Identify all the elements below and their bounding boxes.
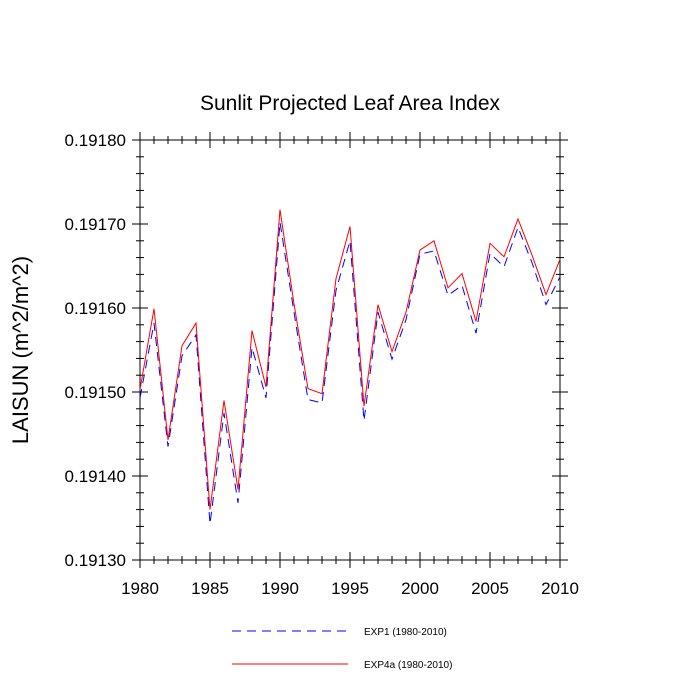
y-tick-label: 0.19150 (65, 383, 126, 402)
y-tick-label: 0.19130 (65, 551, 126, 570)
series-line-exp4a (139, 209, 561, 510)
legend-label: EXP4a (1980-2010) (364, 660, 452, 671)
series-group (139, 209, 561, 524)
axis-ticks (132, 132, 568, 568)
y-tick-label: 0.19160 (65, 299, 126, 318)
chart-title: Sunlit Projected Leaf Area Index (200, 92, 501, 115)
x-tick-label: 2005 (471, 579, 509, 598)
y-tick-label: 0.19180 (65, 131, 126, 150)
x-tick-label: 1985 (191, 579, 229, 598)
series-line-exp1 (139, 222, 561, 524)
x-tick-label: 2010 (541, 579, 579, 598)
legend: EXP1 (1980-2010) EXP4a (1980-2010) (232, 627, 452, 671)
tick-labels: 0.19130 0.19140 0.19150 0.19160 0.19170 0.191… (65, 131, 579, 598)
y-tick-label: 0.19140 (65, 467, 126, 486)
legend-label: EXP1 (1980-2010) (364, 627, 447, 638)
plot-frame (139, 139, 561, 561)
x-tick-label: 1980 (121, 579, 159, 598)
x-tick-label: 1995 (331, 579, 369, 598)
y-tick-label: 0.19170 (65, 215, 126, 234)
x-tick-label: 2000 (401, 579, 439, 598)
y-axis-label: LAISUN (m^2/m^2) (8, 256, 33, 444)
x-tick-label: 1990 (261, 579, 299, 598)
